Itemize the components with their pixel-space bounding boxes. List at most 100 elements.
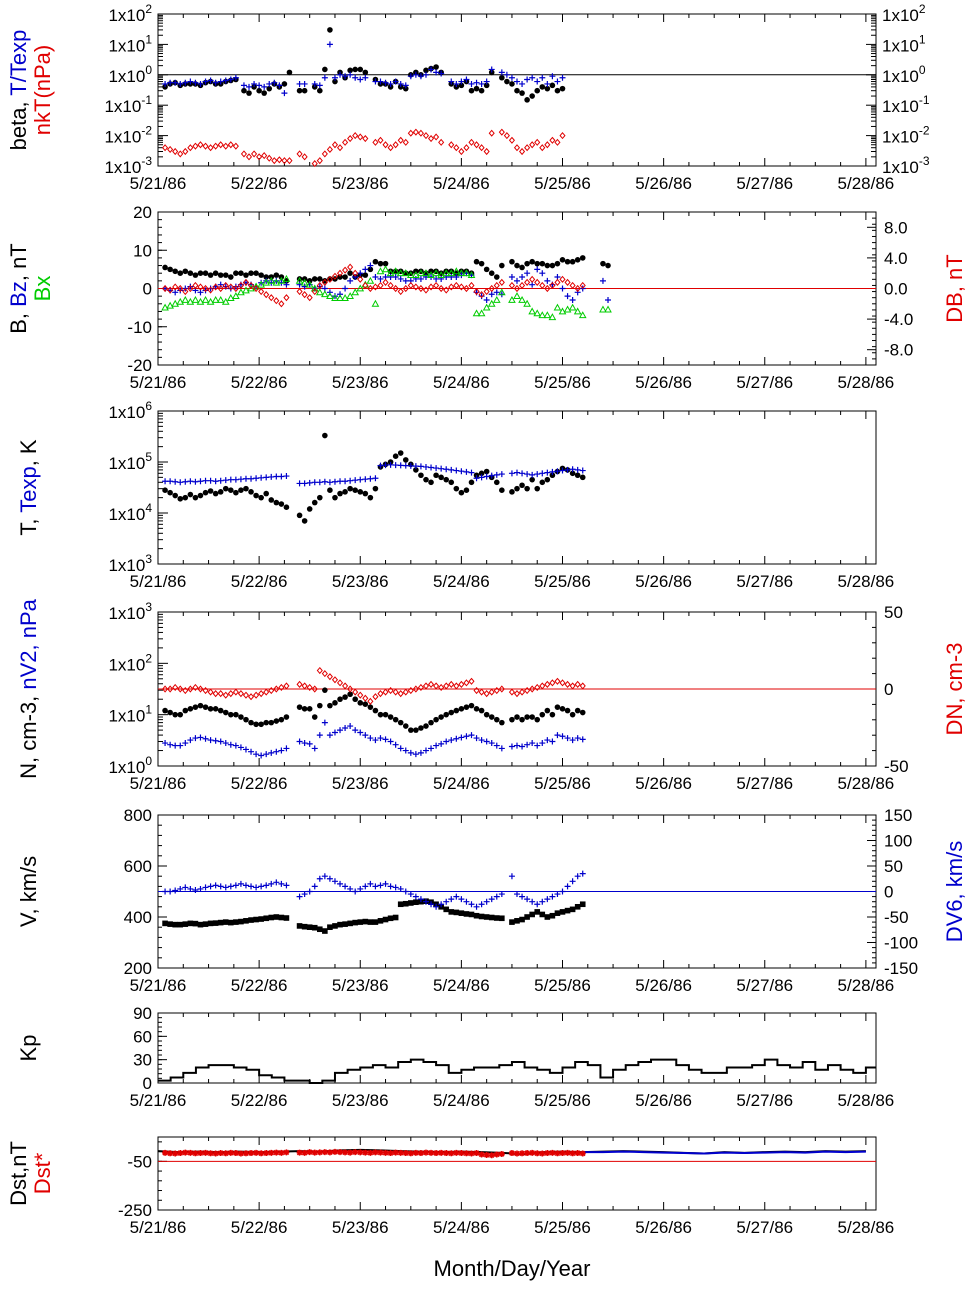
data-point <box>387 80 394 87</box>
data-point <box>227 883 234 890</box>
data-point <box>387 714 394 720</box>
y-axis-title-part: Bz <box>6 281 31 307</box>
data-point <box>273 297 280 305</box>
data-point <box>192 79 199 86</box>
data-point <box>326 732 333 739</box>
x-tick-label: 5/27/86 <box>736 1218 793 1237</box>
data-point <box>387 1150 394 1157</box>
data-point <box>242 691 250 699</box>
data-point <box>306 740 313 747</box>
data-point <box>509 81 515 87</box>
data-point <box>342 1149 349 1156</box>
data-point <box>217 78 224 85</box>
data-point <box>533 309 542 317</box>
panel-velocity: 5/21/86 5/22/86 5/23/86 5/24/86 5/25/86 5/26/… <box>16 806 967 995</box>
data-point <box>357 700 364 706</box>
data-point <box>417 749 424 756</box>
data-point <box>263 719 270 726</box>
data-point <box>362 732 369 739</box>
y-tick-label: 30 <box>133 1051 152 1070</box>
data-point <box>402 462 409 469</box>
data-point <box>362 1149 369 1156</box>
x-tick-label: 5/21/86 <box>130 976 187 995</box>
data-point <box>386 269 395 277</box>
data-point <box>539 74 546 81</box>
data-point <box>357 729 364 736</box>
data-point <box>458 283 465 291</box>
data-point <box>554 468 561 475</box>
data-point <box>579 255 586 261</box>
data-point <box>402 688 409 696</box>
data-point <box>256 87 262 94</box>
y2-tick-label: 50 <box>884 603 903 622</box>
data-point <box>462 269 471 277</box>
y-tick-label: 1x105 <box>108 450 152 473</box>
x-tick-label: 5/22/86 <box>231 174 288 193</box>
data-point <box>182 1149 189 1156</box>
y2-tick-label: 0.0 <box>884 280 908 299</box>
data-point <box>321 290 329 298</box>
data-point <box>362 883 369 890</box>
data-point <box>478 1151 485 1158</box>
x-tick-label: 5/21/86 <box>130 1218 187 1237</box>
data-point <box>544 1150 551 1157</box>
data-point <box>463 1150 470 1157</box>
data-point <box>192 478 199 485</box>
data-point <box>242 475 249 482</box>
data-point <box>296 287 303 296</box>
x-tick-label: 5/24/86 <box>433 572 490 591</box>
data-point <box>397 275 404 282</box>
data-point <box>191 295 200 303</box>
data-point <box>508 74 515 81</box>
data-point <box>473 912 480 919</box>
data-point <box>372 693 379 701</box>
data-point <box>524 260 530 267</box>
data-point <box>296 87 303 94</box>
data-point <box>443 682 450 690</box>
data-point <box>407 1150 414 1157</box>
data-point <box>238 714 244 720</box>
y2-axis-title-part: DN, cm-3 <box>942 643 967 736</box>
y2-tick-label: -50 <box>884 757 909 776</box>
data-point <box>197 141 204 149</box>
y-tick-label: 20 <box>133 203 152 222</box>
y-tick-label: 400 <box>124 908 152 927</box>
y-axis-title-part: N, cm-3, <box>16 690 41 779</box>
data-point <box>352 74 359 81</box>
data-point <box>347 71 354 78</box>
data-point <box>488 291 495 298</box>
data-point <box>498 278 505 286</box>
data-point <box>529 74 536 81</box>
x-tick-label: 5/24/86 <box>433 174 490 193</box>
data-point <box>514 918 520 924</box>
y2-tick-label: 150 <box>884 806 912 825</box>
data-point <box>217 272 224 278</box>
data-point <box>352 477 359 484</box>
data-point <box>574 680 581 688</box>
data-point <box>402 284 409 293</box>
data-point <box>468 80 475 87</box>
data-point <box>253 884 260 891</box>
data-point <box>478 291 485 299</box>
y-tick-label: 600 <box>124 857 152 876</box>
data-point <box>172 478 179 485</box>
data-point <box>177 287 184 294</box>
data-point <box>422 286 430 294</box>
data-point <box>438 474 444 481</box>
data-point <box>197 80 204 87</box>
x-tick-label: 5/21/86 <box>130 572 187 591</box>
data-point <box>202 884 209 891</box>
data-point <box>305 280 314 288</box>
data-point <box>488 1152 495 1159</box>
data-point <box>167 921 173 927</box>
data-point <box>167 741 174 748</box>
data-point <box>263 882 270 889</box>
data-point <box>433 69 440 76</box>
data-point <box>336 269 344 277</box>
y2-tick-label: 0 <box>884 680 893 699</box>
data-point <box>166 301 174 309</box>
data-point <box>281 157 288 165</box>
data-point <box>458 1150 465 1157</box>
data-point <box>387 738 394 745</box>
data-point <box>176 297 185 305</box>
